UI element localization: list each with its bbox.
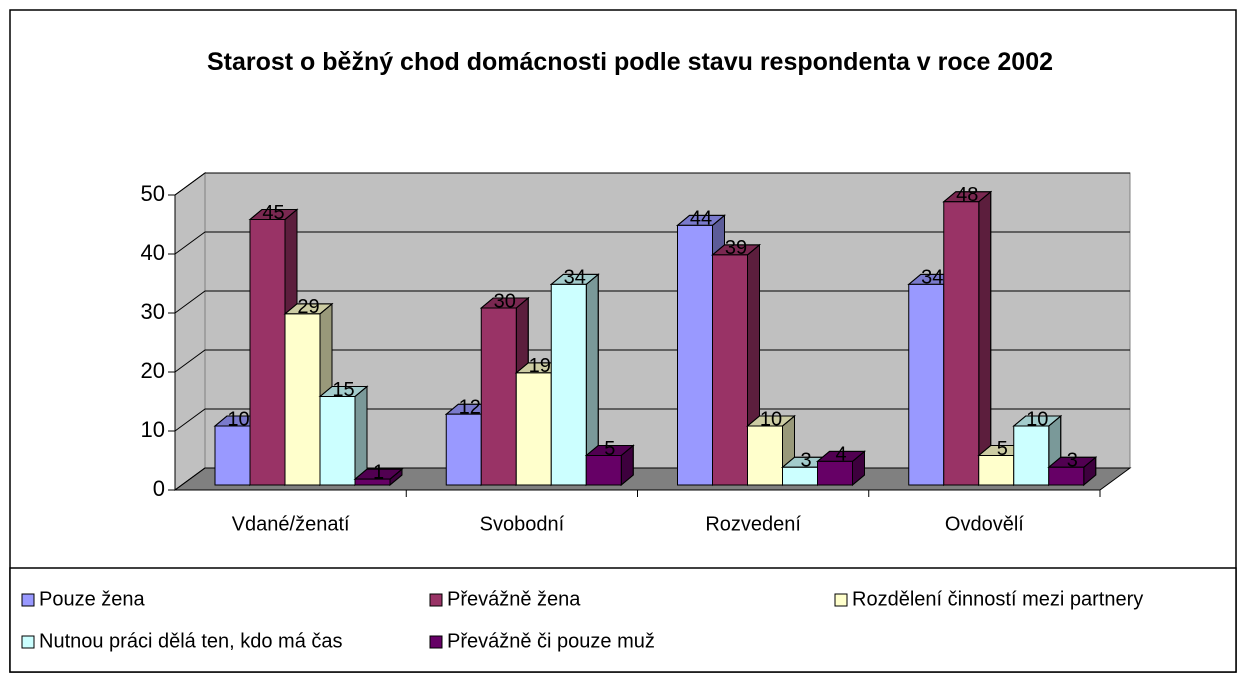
data-label: 5 bbox=[604, 438, 615, 460]
bar-front bbox=[550, 283, 587, 486]
data-label: 10 bbox=[760, 408, 782, 430]
bar bbox=[318, 385, 369, 487]
bar-front bbox=[908, 283, 945, 486]
legend-label: Převážně či pouze muž bbox=[447, 630, 655, 652]
bar-front bbox=[978, 455, 1015, 486]
data-label: 3 bbox=[1067, 450, 1078, 472]
data-label: 10 bbox=[1026, 408, 1048, 430]
bar-front bbox=[445, 413, 482, 486]
chart-title: Starost o běžný chod domácnosti podle st… bbox=[206, 48, 1054, 76]
bar bbox=[549, 273, 600, 487]
legend-label: Nutnou práci dělá ten, kdo má čas bbox=[39, 630, 343, 652]
grid-segment bbox=[174, 349, 1130, 373]
bar bbox=[1047, 456, 1098, 487]
y-tick-label: 30 bbox=[141, 299, 165, 324]
bar-front bbox=[943, 201, 980, 486]
legend-label: Rozdělení činností mezi partnery bbox=[852, 588, 1143, 610]
data-label: 44 bbox=[690, 208, 712, 230]
side-wall bbox=[174, 172, 206, 491]
data-label: 39 bbox=[725, 237, 747, 259]
y-tick-label: 20 bbox=[141, 358, 165, 383]
data-label: 12 bbox=[459, 396, 481, 418]
grid-segment bbox=[174, 172, 1130, 196]
data-label: 34 bbox=[921, 267, 943, 289]
data-label: 1 bbox=[373, 461, 384, 483]
bar-front bbox=[214, 425, 251, 486]
data-label: 10 bbox=[227, 408, 249, 430]
legend-swatch bbox=[21, 593, 35, 607]
y-tick-label: 40 bbox=[141, 240, 165, 265]
data-label: 48 bbox=[956, 184, 978, 206]
bar-front bbox=[1013, 425, 1050, 486]
bar-front bbox=[354, 478, 391, 486]
x-tick-label: Svobodní bbox=[480, 513, 565, 535]
bar-front bbox=[515, 372, 552, 486]
y-tick-label: 50 bbox=[141, 181, 165, 206]
grid-line bbox=[174, 231, 1130, 255]
data-label: 19 bbox=[529, 355, 551, 377]
grid-line bbox=[174, 290, 1130, 314]
data-label: 5 bbox=[997, 438, 1008, 460]
y-tick-label: 0 bbox=[153, 476, 165, 501]
grid-segment bbox=[174, 231, 1130, 255]
x-tick-label: Vdané/ženatí bbox=[232, 513, 350, 535]
legend-swatch bbox=[21, 635, 35, 649]
data-label: 29 bbox=[297, 296, 319, 318]
bar-front bbox=[1048, 466, 1085, 486]
bar bbox=[353, 468, 404, 487]
data-label: 4 bbox=[835, 444, 846, 466]
legend-swatch bbox=[429, 593, 443, 607]
bar-front bbox=[284, 313, 321, 486]
data-label: 45 bbox=[262, 202, 284, 224]
bar-front bbox=[319, 396, 356, 486]
legend-box bbox=[9, 567, 1237, 673]
bar-front bbox=[677, 224, 713, 486]
bar bbox=[942, 190, 993, 487]
x-tick-label: Ovdovělí bbox=[945, 513, 1024, 535]
grid-line bbox=[174, 349, 1130, 373]
data-label: 34 bbox=[564, 267, 586, 289]
bar bbox=[816, 450, 866, 487]
y-tick-label: 10 bbox=[141, 417, 165, 442]
bar-right-shade bbox=[978, 190, 992, 487]
bar-front bbox=[249, 219, 286, 486]
data-label: 15 bbox=[332, 379, 354, 401]
bar-front bbox=[480, 307, 517, 486]
grid-segment bbox=[174, 408, 1130, 432]
bar-front bbox=[585, 455, 622, 486]
data-label: 30 bbox=[494, 290, 516, 312]
grid-line bbox=[174, 172, 1130, 196]
legend-label: Pouze žena bbox=[39, 588, 146, 610]
x-tick-label: Rozvedení bbox=[705, 513, 801, 535]
grid-segment bbox=[174, 290, 1130, 314]
legend-swatch bbox=[834, 593, 848, 607]
bar bbox=[584, 444, 635, 487]
legend-label: Převážně žena bbox=[447, 588, 581, 610]
bar-front bbox=[747, 425, 783, 486]
data-label: 3 bbox=[800, 450, 811, 472]
legend-swatch bbox=[429, 635, 443, 649]
bar-front bbox=[817, 460, 853, 486]
bar-front bbox=[712, 254, 748, 486]
grid-line bbox=[174, 408, 1130, 432]
title-box: Starost o běžný chod domácnosti podle st… bbox=[206, 48, 1054, 76]
bar bbox=[746, 414, 796, 487]
